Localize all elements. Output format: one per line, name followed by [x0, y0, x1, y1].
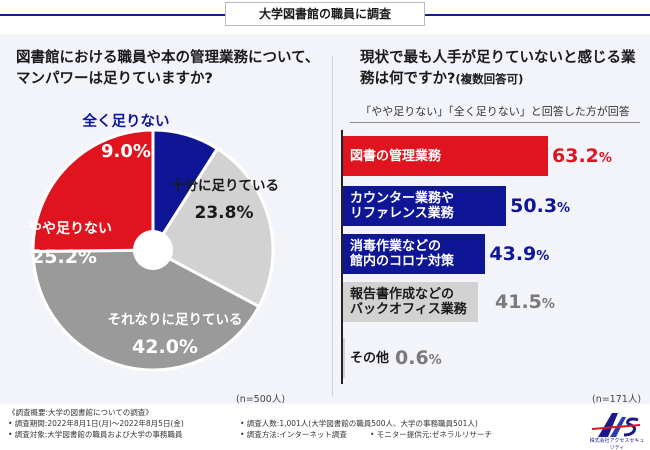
left-question: 図書館における職員や本の管理業務について、 マンパワーは足りていますか?	[16, 50, 320, 87]
survey-heading: 《調査概要:大学の図書館についての調査》	[8, 408, 153, 417]
donut-slice-value: 25.2%	[31, 246, 97, 268]
bar-value-unit: %	[541, 297, 555, 312]
donut-hole	[133, 230, 173, 270]
bar-value-label: 0.6%	[395, 338, 442, 378]
right-sample-size: (n=171人)	[592, 394, 642, 405]
bar-category-label: 報告書作成などの バックオフィス業務	[350, 287, 467, 317]
bar-category-label: カウンター業務や リファレンス業務	[350, 191, 455, 221]
survey-monitor: • モニター提供元:ゼネラルリサーチ	[370, 430, 492, 439]
bar-value-unit: %	[598, 151, 612, 166]
bar-value-unit: %	[536, 249, 550, 264]
bar-value-number: 43.9	[489, 243, 537, 265]
donut-slice	[150, 146, 275, 309]
bar	[343, 234, 486, 274]
survey-target: • 調査対象:大学図書館の職員および大学の事務職員	[8, 430, 183, 439]
donut-slice-label: 十分に足りている	[171, 177, 279, 194]
bar-category-label: 消毒作業などの 館内のコロナ対策	[350, 239, 455, 269]
right-question-note: (複数回答可)	[455, 72, 524, 86]
bar-value-label: 43.9%	[489, 234, 549, 274]
bar	[343, 186, 507, 226]
bar-chart: 図書の管理業務 63.2% カウンター業務や リファレンス業務 50.3% 消毒作業など…	[336, 130, 636, 390]
survey-period: • 調査期間:2022年8月1日(月)〜2022年8月5日(金)	[8, 419, 184, 428]
bar	[343, 136, 548, 176]
right-question-main: 現状で最も人手が足りていないと感じる業務は何ですか?	[360, 50, 636, 87]
survey-summary: 《調査概要:大学の図書館についての調査》 • 調査期間:2022年8月1日(月)…	[8, 407, 548, 440]
bar	[343, 282, 478, 322]
bar-value-number: 41.5	[495, 291, 542, 313]
survey-method: • 調査方法:インターネット調査	[240, 430, 347, 439]
bar	[343, 338, 345, 378]
donut-slice-value: 42.0%	[132, 336, 198, 358]
donut-slice	[31, 128, 155, 254]
company-logo-icon	[591, 413, 641, 437]
right-question: 現状で最も人手が足りていないと感じる業務は何ですか?(複数回答可)	[360, 48, 640, 90]
donut-slice-value: 9.0%	[101, 141, 151, 162]
bar-value-number: 63.2	[552, 145, 599, 167]
header-tab-title: 大学図書館の職員に調査	[225, 2, 425, 26]
bar-value-unit: %	[428, 353, 442, 368]
column-divider	[332, 56, 333, 396]
left-sample-size: (n=500人)	[236, 394, 286, 405]
bar-chart-subtitle: 「やや足りない」「全く足りない」と回答した方が回答	[360, 105, 630, 118]
bar-value-unit: %	[557, 201, 571, 216]
donut-slice-value: 23.8%	[195, 203, 254, 223]
bar-value-label: 41.5%	[495, 282, 555, 322]
company-name: 株式会社アクセスセキュリティ	[589, 438, 645, 450]
donut-slice-label: やや足りない	[28, 221, 112, 237]
bar-value-number: 50.3	[510, 195, 558, 217]
bar-value-label: 63.2%	[552, 136, 612, 176]
donut-slice-label: 全く足りない	[82, 112, 170, 130]
donut-slice	[31, 248, 261, 372]
bar-category-label: 図書の管理業務	[350, 148, 442, 164]
subtitle-rule	[350, 122, 640, 123]
bar-category-label: その他	[350, 350, 390, 366]
bar-value-label: 50.3%	[510, 186, 570, 226]
bar-value-number: 0.6	[395, 347, 429, 369]
survey-sample: • 調査人数:1,001人(大学図書館の職員500人、大学の事務職員501人)	[240, 419, 478, 428]
donut-slice-label: それなりに足りている	[108, 312, 243, 328]
bar-chart-axis	[341, 130, 343, 384]
